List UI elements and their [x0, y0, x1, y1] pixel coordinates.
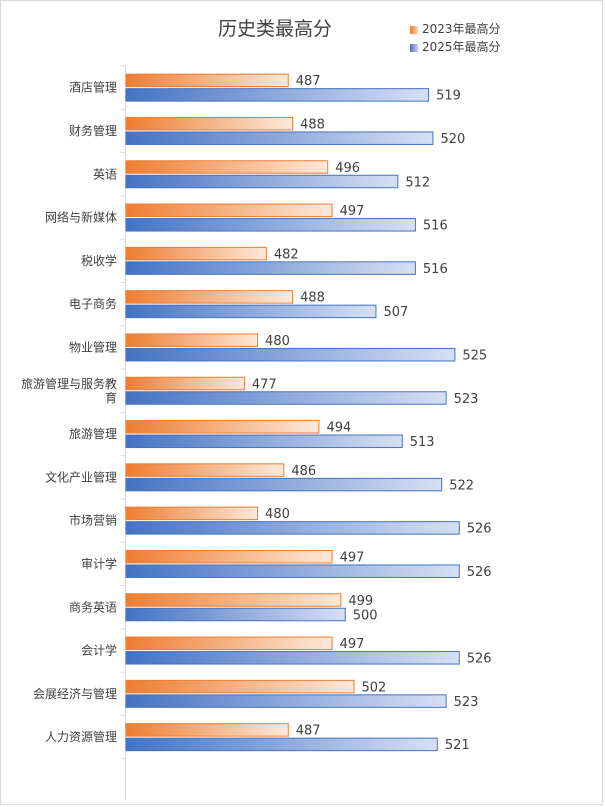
bar-2025: [125, 737, 438, 752]
data-label-2023: 494: [326, 421, 351, 436]
bar-2023: [125, 333, 259, 347]
bar-2023: [125, 246, 267, 261]
data-label-2023: 497: [340, 204, 365, 219]
bar-2023: [125, 549, 333, 564]
data-label-2023: 502: [362, 680, 387, 695]
data-label-2025: 522: [449, 478, 474, 493]
bar-2023: [125, 376, 245, 391]
legend-item-2023: 2023年最高分: [410, 20, 501, 37]
category-label: 物业管理: [69, 339, 117, 354]
category-label: 酒店管理: [69, 80, 117, 95]
data-label-2025: 512: [405, 175, 430, 190]
data-label-2023: 480: [265, 334, 290, 349]
bar-2025: [125, 607, 346, 622]
bar-2025: [125, 477, 443, 492]
bar-2025: [125, 347, 456, 362]
bar-2025: [125, 218, 416, 232]
bar-2025: [125, 88, 430, 102]
data-label-2025: 526: [467, 522, 492, 537]
data-label-2023: 486: [291, 464, 316, 479]
bar-2023: [125, 420, 320, 434]
bar-2025: [125, 694, 447, 708]
bar-2023: [125, 116, 294, 131]
bar-2023: [125, 679, 355, 694]
legend-label-2023: 2023年最高分: [422, 22, 501, 36]
bar-2025: [125, 651, 460, 665]
category-label: 审计学: [81, 556, 117, 571]
bar-2023: [125, 593, 342, 607]
category-label: 电子商务: [69, 296, 117, 311]
data-label-2025: 526: [467, 652, 492, 667]
bar-2025: [125, 261, 416, 275]
legend-label-2025: 2025年最高分: [422, 40, 501, 54]
category-label: 英语: [93, 167, 117, 181]
data-label-2023: 497: [340, 637, 365, 652]
data-label-2023: 488: [300, 117, 325, 132]
data-label-2025: 516: [423, 219, 448, 234]
data-label-2023: 496: [335, 161, 360, 176]
bar-2023: [125, 506, 259, 521]
category-label: 商务英语: [69, 599, 117, 614]
data-label-2025: 500: [353, 608, 378, 623]
category-label: 旅游管理: [69, 426, 117, 441]
data-label-2023: 480: [265, 507, 290, 522]
data-label-2023: 482: [274, 247, 299, 262]
bar-2025: [125, 434, 403, 449]
data-label-2023: 488: [300, 291, 325, 306]
category-label: 会计学: [81, 643, 117, 658]
chart-title: 历史类最高分: [217, 18, 332, 40]
bar-2023: [125, 723, 289, 737]
category-label: 会展经济与管理: [33, 686, 117, 701]
data-label-2025: 513: [410, 435, 435, 450]
bar-2025: [125, 131, 434, 145]
data-label-2025: 526: [467, 565, 492, 580]
category-label: 旅游管理与服务教育: [21, 376, 117, 405]
data-label-2023: 499: [348, 594, 373, 609]
data-label-2025: 520: [440, 132, 465, 147]
data-label-2025: 521: [445, 738, 470, 753]
data-label-2025: 525: [462, 348, 487, 363]
bar-2023: [125, 463, 285, 477]
bar-2025: [125, 564, 460, 578]
data-label-2025: 507: [383, 305, 408, 320]
data-label-2023: 497: [340, 550, 365, 565]
category-label: 文化产业管理: [45, 469, 117, 484]
legend-item-2025: 2025年最高分: [410, 38, 501, 55]
bar-2023: [125, 160, 329, 174]
data-label-2025: 523: [454, 695, 479, 710]
bar-2025: [125, 521, 460, 535]
legend-swatch-2023: [410, 26, 418, 34]
bar-2025: [125, 174, 399, 189]
legend-swatch-2025: [410, 44, 418, 52]
data-label-2023: 487: [296, 724, 321, 739]
data-label-2025: 523: [454, 392, 479, 407]
bar-2023: [125, 73, 289, 88]
bar-2023: [125, 290, 294, 304]
bar-2023: [125, 203, 333, 218]
data-label-2025: 519: [436, 89, 461, 104]
data-label-2023: 477: [252, 377, 277, 392]
bar-2025: [125, 391, 447, 405]
category-label: 人力资源管理: [45, 729, 117, 744]
data-label-2025: 516: [423, 262, 448, 277]
bar-2023: [125, 636, 333, 651]
category-label: 税收学: [81, 253, 117, 268]
category-label: 财务管理: [69, 123, 117, 138]
bar-2025: [125, 304, 377, 319]
data-label-2023: 487: [296, 74, 321, 89]
category-label: 网络与新媒体: [45, 210, 117, 225]
category-label: 市场营销: [69, 513, 117, 528]
